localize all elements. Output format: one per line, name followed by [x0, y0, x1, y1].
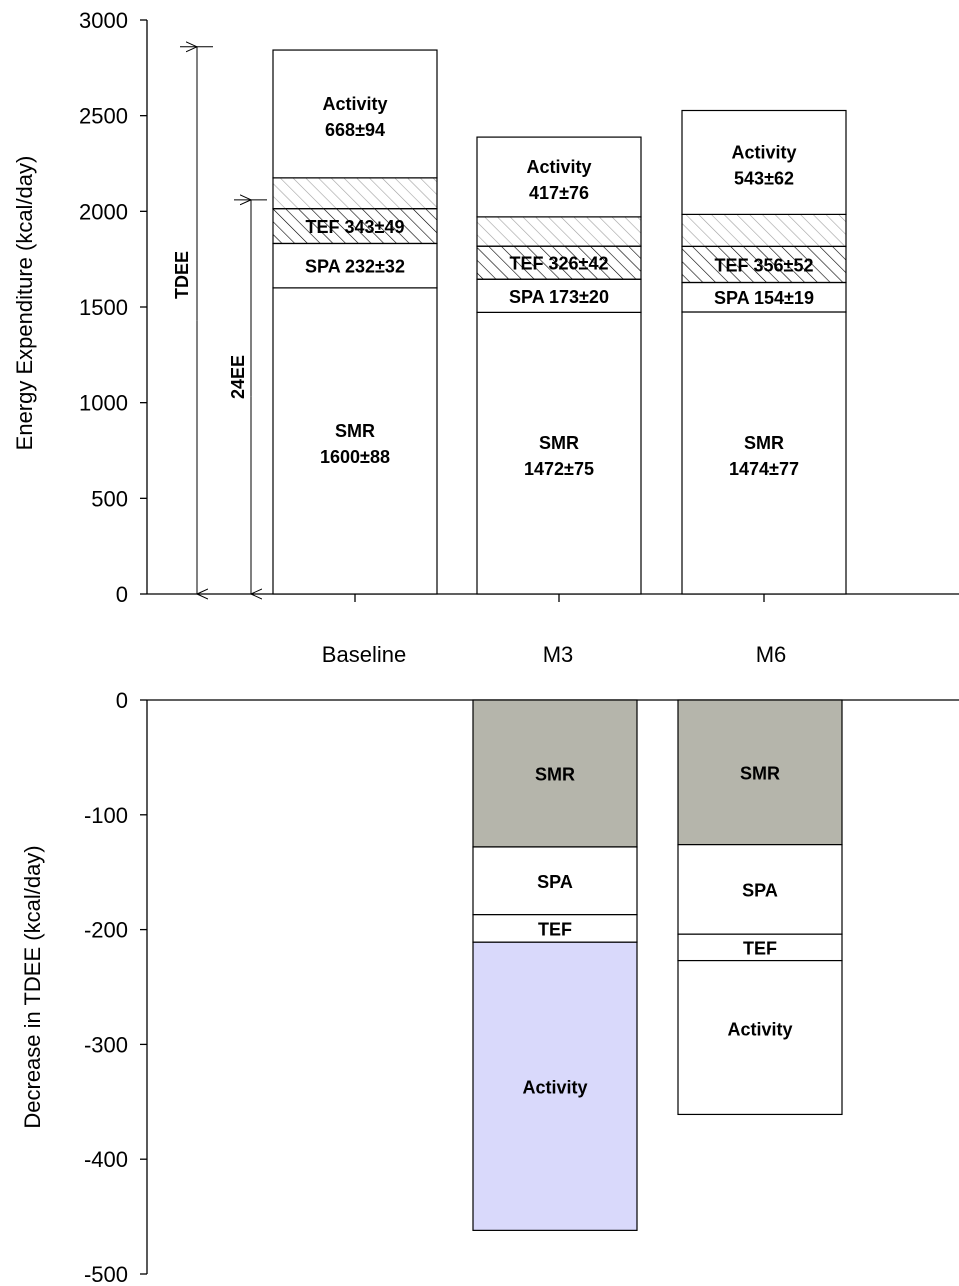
- top-y-tick-label: 2000: [79, 199, 128, 224]
- tdee-label: TDEE: [172, 251, 192, 299]
- activity-value-m6: 543±62: [734, 168, 794, 188]
- decrease-tef-segment-m6: [677, 933, 843, 962]
- activity-value-m3: 417±76: [529, 183, 589, 203]
- bottom-bars: SMR SPA TEF Activity SMR SPA TEF Activity: [472, 699, 843, 1231]
- smr-segment-baseline: [272, 287, 438, 595]
- smr-value-m6: 1474±77: [729, 459, 799, 479]
- tef-label-m3: TEF 326±42: [510, 254, 609, 274]
- top-y-tick-label: 3000: [79, 8, 128, 33]
- top-y-tick-label: 0: [116, 582, 128, 607]
- activity-value-baseline: 668±94: [325, 120, 385, 140]
- decrease-spa-label-m3: SPA: [537, 872, 573, 892]
- bottom-panel: 0 -100 -200 -300 -400 -500 Decrease in TDEE (…: [20, 688, 959, 1286]
- tef-label-m6: TEF 356±52: [715, 255, 814, 275]
- top-bars: SMR 1600±88 SPA 232±32 TEF 343±49 Activity 66…: [272, 49, 847, 595]
- smr-label-baseline: SMR: [335, 421, 375, 441]
- decrease-smr-segment-m3: [472, 699, 638, 848]
- bottom-y-axis-title: Decrease in TDEE (kcal/day): [20, 845, 45, 1128]
- top-panel: 0 500 1000 1500 2000 2500 3000 Energy Expendit…: [12, 8, 959, 667]
- tef-segment-m3-light: [476, 216, 642, 247]
- decrease-tef-label-m3: TEF: [538, 919, 572, 939]
- activity-segment-m3: [476, 136, 642, 218]
- activity-segment-baseline: [272, 49, 438, 179]
- top-y-tick-label: 2500: [79, 104, 128, 129]
- smr-value-m3: 1472±75: [524, 459, 594, 479]
- tef-segment-baseline-light: [272, 177, 438, 210]
- top-y-tick-label: 500: [91, 486, 128, 511]
- spa-label-m3: SPA 173±20: [509, 287, 609, 307]
- category-label-m6: M6: [756, 642, 787, 667]
- decrease-activity-label-m6: Activity: [727, 1020, 792, 1040]
- tef-segment-m6-light: [681, 213, 847, 248]
- decrease-spa-segment-m6: [677, 844, 843, 935]
- category-label-baseline: Baseline: [322, 642, 406, 667]
- bottom-y-tick-label: -300: [84, 1032, 128, 1057]
- decrease-activity-label-m3: Activity: [522, 1077, 587, 1097]
- spa-label-baseline: SPA 232±32: [305, 257, 405, 277]
- tef-label-baseline: TEF 343±49: [306, 217, 405, 237]
- activity-label-baseline: Activity: [322, 94, 387, 114]
- activity-segment-m6: [681, 109, 847, 215]
- bottom-y-tick-label: 0: [116, 688, 128, 713]
- spa-label-m6: SPA 154±19: [714, 288, 814, 308]
- top-y-tick-label: 1500: [79, 295, 128, 320]
- bottom-y-tick-label: -400: [84, 1147, 128, 1172]
- decrease-smr-label-m6: SMR: [740, 763, 780, 783]
- tef-segment-m6: [681, 245, 847, 284]
- decrease-spa-label-m6: SPA: [742, 880, 778, 900]
- decrease-tef-segment-m3: [472, 914, 638, 943]
- smr-label-m3: SMR: [539, 433, 579, 453]
- spa-segment-m3: [476, 278, 642, 313]
- decrease-spa-segment-m3: [472, 846, 638, 916]
- spa-segment-m6: [681, 281, 847, 313]
- smr-segment-m3: [476, 311, 642, 595]
- bottom-y-tick-label: -500: [84, 1262, 128, 1286]
- decrease-tef-label-m6: TEF: [743, 938, 777, 958]
- decrease-activity-segment-m3: [472, 941, 638, 1231]
- decrease-smr-segment-m6: [677, 699, 843, 846]
- activity-label-m3: Activity: [526, 157, 591, 177]
- top-x-axis-ticks: [354, 594, 765, 602]
- 24ee-label: 24EE: [228, 355, 248, 399]
- smr-value-baseline: 1600±88: [320, 447, 390, 467]
- 24ee-bracket: 24EE: [225, 200, 267, 594]
- top-y-axis-title: Energy Expenditure (kcal/day): [12, 156, 37, 451]
- top-y-axis-ticks: 0 500 1000 1500 2000 2500 3000: [79, 8, 147, 607]
- top-y-tick-label: 1000: [79, 391, 128, 416]
- activity-label-m6: Activity: [731, 142, 796, 162]
- bottom-y-tick-label: -100: [84, 803, 128, 828]
- category-label-m3: M3: [543, 642, 574, 667]
- decrease-activity-segment-m6: [677, 959, 843, 1116]
- bottom-y-tick-label: -200: [84, 918, 128, 943]
- decrease-smr-label-m3: SMR: [535, 764, 575, 784]
- smr-label-m6: SMR: [744, 433, 784, 453]
- bottom-y-axis-ticks: 0 -100 -200 -300 -400 -500: [84, 688, 147, 1286]
- tdee-bracket: TDEE: [169, 47, 213, 594]
- tef-segment-m3: [476, 245, 642, 280]
